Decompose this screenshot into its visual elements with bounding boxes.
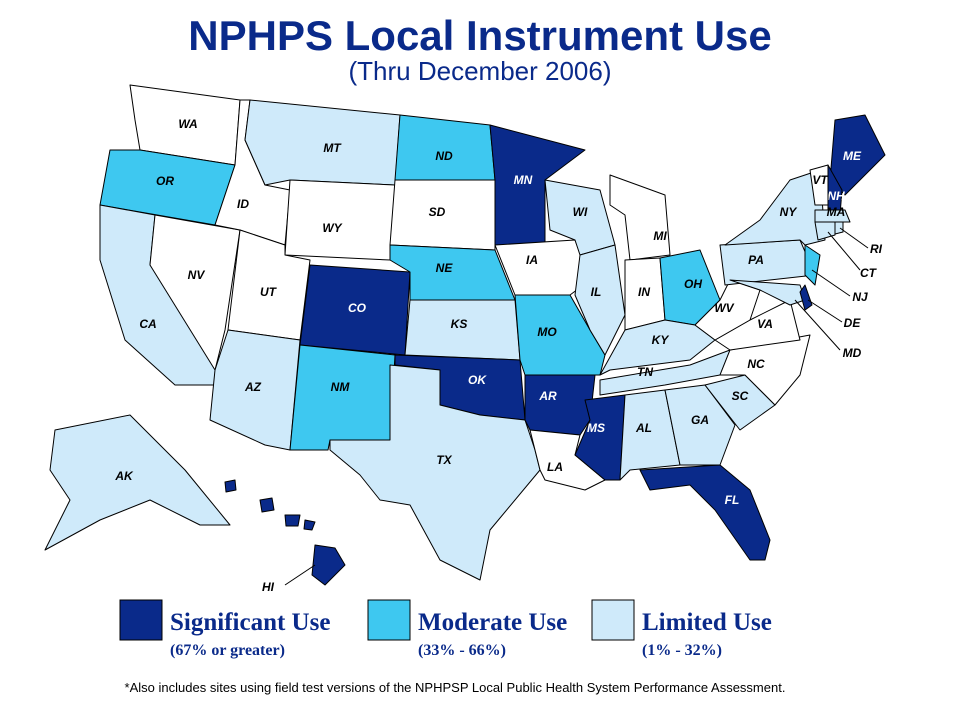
- state-label: KY: [652, 333, 670, 347]
- state-label: MA: [827, 205, 846, 219]
- state-label: VA: [757, 317, 773, 331]
- state-shape: [609, 174, 671, 261]
- state-shape: [329, 364, 541, 581]
- state-label: AZ: [244, 380, 262, 394]
- legend-name: Moderate Use: [418, 609, 567, 636]
- state-shape: [619, 389, 681, 481]
- state-label: MD: [843, 346, 862, 360]
- state-label: KS: [451, 317, 468, 331]
- state-label: NC: [747, 357, 765, 371]
- state-label: NV: [188, 268, 206, 282]
- state-label: WY: [322, 221, 342, 235]
- state-shape: [809, 164, 829, 206]
- state-shape: [834, 221, 844, 235]
- state-label: AK: [114, 469, 134, 483]
- leader-line: [827, 231, 861, 271]
- state-shape: [719, 239, 816, 286]
- state-layer: WA OR CA NV ID MT WY UT CO AZ NM ND SD NE KS OK TX MN IA MO…: [44, 84, 886, 594]
- state-shape: [724, 169, 826, 246]
- state-label: ME: [843, 149, 862, 163]
- leader-line: [839, 227, 869, 249]
- state-label: ND: [435, 149, 453, 163]
- state-label: MN: [514, 173, 533, 187]
- legend-range: (1% - 32%): [642, 642, 722, 659]
- state-label: UT: [260, 285, 278, 299]
- state-shape: [289, 344, 396, 451]
- legend-range: (67% or greater): [170, 642, 285, 659]
- state-shape: [394, 114, 496, 181]
- state-label: RI: [870, 242, 883, 256]
- state-label: CT: [860, 266, 878, 280]
- leader-line: [284, 564, 316, 586]
- state-label: MO: [537, 325, 557, 339]
- state-label: NE: [436, 261, 454, 275]
- state-label: OH: [684, 277, 702, 291]
- state-shape: [284, 179, 396, 261]
- state-label: NY: [780, 205, 798, 219]
- state-label: AR: [538, 389, 557, 403]
- state-label: IN: [638, 285, 650, 299]
- state-label: NJ: [852, 290, 868, 304]
- state-label: MI: [653, 229, 667, 243]
- state-label: SD: [429, 205, 446, 219]
- leader-line: [807, 299, 843, 323]
- state-shape: [814, 209, 851, 223]
- state-shape: [804, 244, 821, 286]
- state-shape: [664, 384, 736, 466]
- state-label: SC: [732, 389, 749, 403]
- state-label: WV: [714, 301, 734, 315]
- state-label: MT: [323, 141, 342, 155]
- state-label: MS: [587, 421, 605, 435]
- state-shape: [814, 221, 836, 241]
- state-label: AL: [635, 421, 652, 435]
- state-shape: [574, 244, 626, 356]
- legend-name: Significant Use: [170, 609, 330, 636]
- state-label: HI: [262, 580, 275, 594]
- state-label: IL: [591, 285, 602, 299]
- title: NPHPS Local Instrument Use: [188, 12, 771, 59]
- legend-swatch: [367, 599, 411, 641]
- state-label: NH: [827, 189, 845, 203]
- state-shape: [524, 374, 596, 436]
- state-shape: [514, 294, 606, 376]
- state-label: NM: [331, 380, 351, 394]
- state-shape: [44, 414, 231, 551]
- state-label: OK: [468, 373, 487, 387]
- state-label: IA: [526, 253, 538, 267]
- state-label: TN: [637, 365, 653, 379]
- state-label: FL: [725, 493, 740, 507]
- state-label: PA: [748, 253, 764, 267]
- state-label: GA: [691, 413, 709, 427]
- state-label: LA: [547, 460, 563, 474]
- state-shape: [224, 479, 346, 586]
- footnote: *Also includes sites using field test ve…: [125, 680, 786, 695]
- leader-line: [811, 269, 851, 297]
- state-shape: [639, 464, 771, 561]
- leader-line: [794, 299, 841, 351]
- state-shape: [799, 284, 813, 311]
- legend-range: (33% - 66%): [418, 642, 506, 659]
- state-label: DE: [844, 316, 862, 330]
- state-shape: [209, 329, 301, 451]
- state-label: ID: [237, 197, 249, 211]
- state-label: WI: [573, 205, 588, 219]
- state-label: VT: [812, 173, 829, 187]
- state-label: TX: [436, 453, 452, 467]
- state-label: CA: [139, 317, 156, 331]
- state-shape: [529, 429, 606, 491]
- state-label: WA: [178, 117, 197, 131]
- subtitle: (Thru December 2006): [349, 56, 612, 86]
- legend-name: Limited Use: [642, 609, 772, 636]
- legend: Significant Use (67% or greater) Moderate …: [119, 599, 772, 659]
- state-label: OR: [156, 174, 174, 188]
- legend-swatch: [119, 599, 163, 641]
- state-label: CO: [348, 301, 367, 315]
- legend-swatch: [591, 599, 635, 641]
